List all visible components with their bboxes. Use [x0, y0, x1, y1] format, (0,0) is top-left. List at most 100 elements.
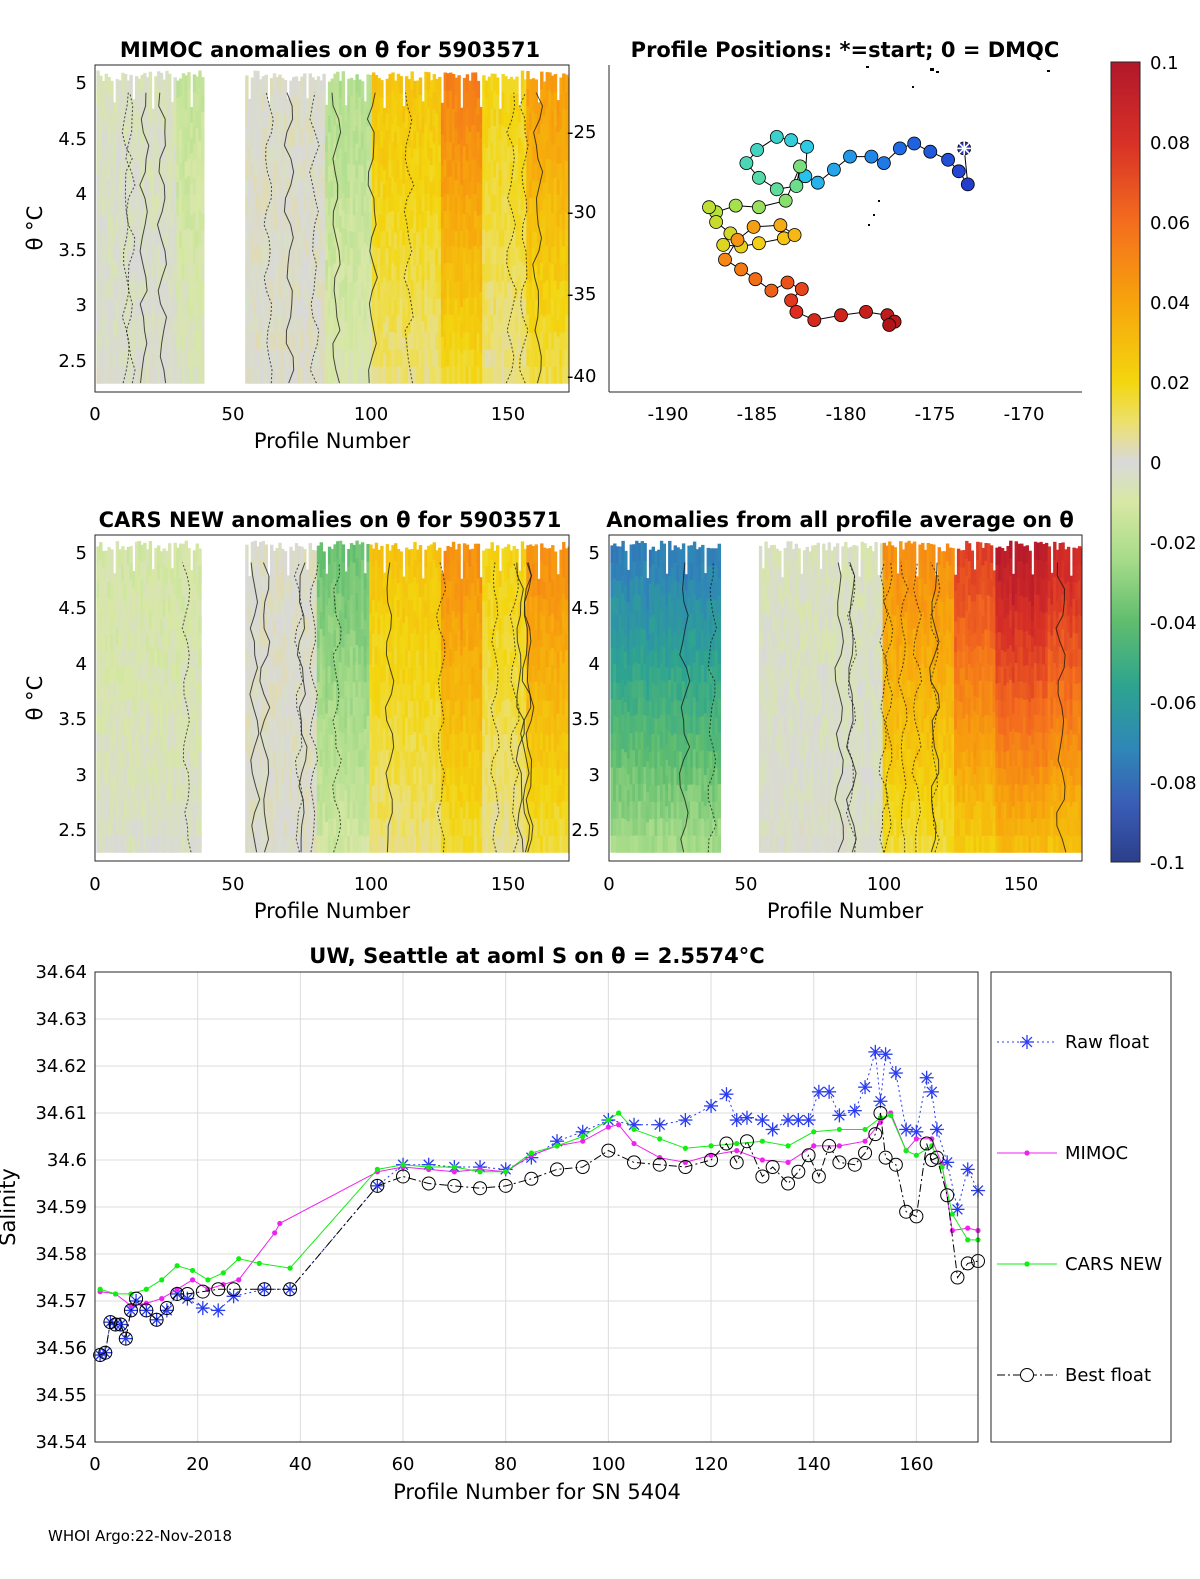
positions-ytick--40: -40 — [567, 366, 596, 387]
positions-axes — [609, 65, 1082, 392]
positions-x-ticks: -190 -185 -180 -175 -170 — [648, 404, 1045, 425]
profile-position — [749, 273, 762, 286]
heatmap-cell — [400, 551, 403, 568]
profile-position — [801, 140, 814, 153]
heatmap-cell — [322, 74, 325, 92]
heatmap-cell — [400, 76, 403, 94]
colorbar — [1111, 62, 1140, 862]
positions-xtick--175: -175 — [915, 404, 956, 425]
colorbar-tick: 0.08 — [1150, 133, 1190, 154]
heatmap-cell — [201, 179, 204, 197]
heatmap-cell — [438, 77, 441, 95]
profile-position — [765, 284, 778, 297]
heatmap-cell — [198, 802, 201, 820]
heatmap-cell — [149, 541, 152, 559]
heatmap-cell — [201, 145, 204, 163]
profile-position — [942, 153, 955, 166]
heatmap-cell — [284, 551, 287, 568]
heatmap-cell — [342, 544, 345, 562]
heatmap-cell — [201, 247, 204, 265]
heatmap-cell — [342, 71, 345, 89]
heatmap-cell — [303, 74, 306, 92]
profile-position — [893, 142, 906, 155]
coast-speck — [936, 71, 939, 73]
profile-position — [790, 180, 803, 193]
heatmap-cell — [322, 551, 325, 568]
colorbar-tick: -0.1 — [1150, 853, 1185, 874]
heatmap-cell — [515, 77, 518, 95]
profile-position — [808, 314, 821, 327]
profile-position — [717, 238, 730, 251]
colorbar-tick: 0.04 — [1150, 293, 1190, 314]
heatmap-cell — [110, 549, 113, 566]
heatmap-cell — [201, 94, 204, 112]
heatmap-cell — [554, 74, 557, 92]
coast-speck — [878, 200, 880, 202]
profile-position — [785, 294, 798, 307]
profile-position — [924, 145, 937, 158]
profile-position — [883, 319, 896, 332]
profile-position — [781, 276, 794, 289]
positions-ytick--35: -35 — [567, 284, 596, 305]
heatmap-cell — [201, 162, 204, 180]
coast-speck — [912, 86, 914, 88]
heatmap-cell — [419, 562, 422, 580]
start-star-marker — [957, 141, 971, 155]
heatmap-cell — [168, 543, 171, 561]
profile-position — [770, 130, 783, 143]
heatmap-cell — [198, 549, 201, 567]
heatmap-cell — [198, 633, 201, 651]
heatmap-cell — [477, 81, 480, 98]
positions-ytick--30: -30 — [567, 202, 596, 223]
heatmap-cell — [201, 298, 204, 316]
coast-speck — [868, 224, 870, 226]
heatmap-cell — [457, 92, 460, 110]
heatmap-cell — [201, 264, 204, 282]
heatmap-cell — [198, 582, 201, 600]
heatmap-cell — [198, 650, 201, 668]
heatmap-cell — [201, 77, 204, 95]
heatmap-cell — [110, 81, 113, 98]
mimoc-x-ticks: 0 50 100 150 — [89, 404, 525, 425]
heatmap-cell — [265, 545, 268, 563]
mimoc-ytick-3: 3 — [76, 295, 87, 316]
colorbar-tick: -0.04 — [1150, 613, 1197, 634]
profile-position — [844, 150, 857, 163]
colorbar-tick: -0.06 — [1150, 693, 1197, 714]
heatmap-cell — [438, 548, 441, 566]
positions-y-ticks: -25 -30 -35 -40 — [567, 122, 596, 387]
positions-title: Profile Positions: *=start; 0 = DMQC — [631, 38, 1060, 62]
colorbar-tick: -0.02 — [1150, 533, 1197, 554]
profile-position — [795, 283, 808, 296]
profile-position — [752, 171, 765, 184]
profile-position — [779, 194, 792, 207]
heatmap-cell — [198, 785, 201, 803]
colorbar-tick: 0 — [1150, 453, 1161, 474]
positions-xtick--185: -185 — [737, 404, 778, 425]
profile-position — [731, 233, 744, 246]
profile-position — [752, 201, 765, 214]
heatmap-cell — [380, 80, 383, 97]
heatmap-cell — [201, 332, 204, 350]
positions-xtick--180: -180 — [826, 404, 867, 425]
profile-position — [794, 160, 807, 173]
heatmap-cell — [129, 546, 132, 564]
heatmap-cell — [198, 599, 201, 617]
heatmap-cell — [198, 565, 201, 583]
profile-position — [790, 305, 803, 318]
heatmap-cell — [198, 700, 201, 718]
heatmap-cell — [201, 213, 204, 231]
profile-position — [860, 305, 873, 318]
positions-track — [703, 130, 975, 331]
heatmap-cell — [419, 78, 422, 96]
heatmap-cell — [198, 768, 201, 786]
cars-heatmap — [96, 541, 571, 853]
profile-position — [961, 178, 974, 191]
heatmap-cell — [187, 72, 190, 90]
colorbar-tick: 0.06 — [1150, 213, 1190, 234]
profile-position — [735, 263, 748, 276]
colorbar-tick: 0.1 — [1150, 53, 1179, 74]
profile-position — [719, 253, 732, 266]
heatmap-cell — [198, 667, 201, 685]
mimoc-xtick-50: 50 — [222, 404, 245, 425]
